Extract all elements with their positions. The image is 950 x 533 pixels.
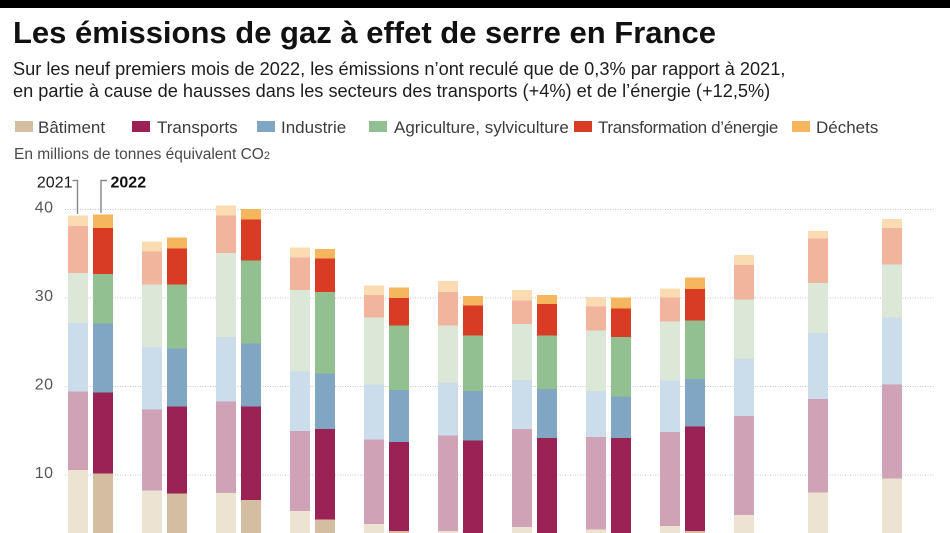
svg-text:2021: 2021 [37, 175, 73, 192]
svg-text:30: 30 [35, 288, 54, 305]
svg-text:2022: 2022 [111, 175, 147, 192]
svg-text:40: 40 [35, 200, 54, 217]
svg-text:20: 20 [35, 377, 54, 394]
svg-text:10: 10 [35, 465, 54, 482]
